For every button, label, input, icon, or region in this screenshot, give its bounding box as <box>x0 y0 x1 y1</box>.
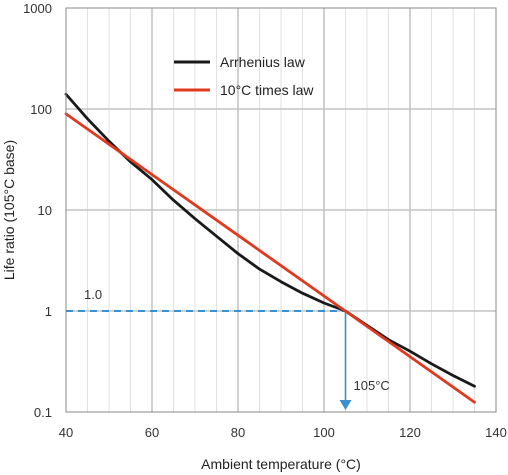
y-tick-label: 1000 <box>23 1 52 16</box>
x-tick-label: 120 <box>399 425 421 440</box>
grid <box>66 8 496 412</box>
legend: Arrhenius law 10°C times law <box>174 54 314 98</box>
tick-labels: 40 60 80 100 120 140 0.1 1 10 100 1000 <box>23 1 507 440</box>
y-axis-label: Life ratio (105°C base) <box>1 140 17 280</box>
reference-lines <box>66 310 352 410</box>
legend-label: 10°C times law <box>220 82 314 98</box>
y-tick-label: 0.1 <box>34 405 52 420</box>
x-tick-label: 60 <box>145 425 159 440</box>
reference-arrow <box>339 400 352 410</box>
annotation-label: 1.0 <box>84 287 102 302</box>
x-tick-label: 140 <box>485 425 507 440</box>
annotations: 1.0 105°C <box>84 287 390 393</box>
legend-label: Arrhenius law <box>220 54 306 70</box>
y-tick-label: 1 <box>45 304 52 319</box>
x-tick-label: 100 <box>313 425 335 440</box>
x-tick-label: 80 <box>231 425 245 440</box>
x-tick-label: 40 <box>59 425 73 440</box>
annotation-label: 105°C <box>354 378 390 393</box>
series-line-arrhenius <box>64 92 476 388</box>
plot-frame <box>65 7 497 413</box>
y-tick-label: 10 <box>38 203 52 218</box>
x-axis-label: Ambient temperature (°C) <box>201 456 361 472</box>
y-tick-label: 100 <box>30 102 52 117</box>
series-lines <box>64 92 476 404</box>
series-line-10c-times <box>64 112 476 404</box>
